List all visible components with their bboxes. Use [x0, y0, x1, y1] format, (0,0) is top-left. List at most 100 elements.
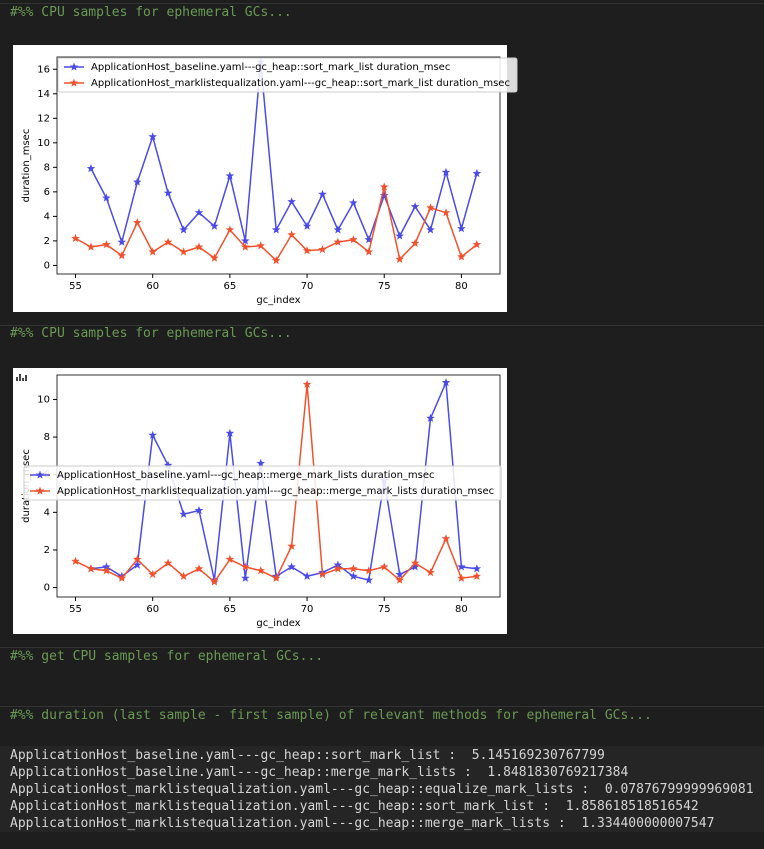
point	[395, 569, 404, 579]
legend	[23, 465, 502, 501]
point	[333, 225, 343, 234]
y-tick-label: 4	[44, 211, 50, 222]
series-line	[90, 382, 477, 582]
point	[133, 560, 142, 569]
point	[395, 231, 404, 240]
cell-header[interactable]: #%% get CPU samples for ephemeral GCs...	[10, 649, 324, 664]
point	[256, 241, 265, 250]
separator	[0, 325, 764, 326]
point	[133, 218, 142, 227]
point	[364, 235, 374, 244]
x-tick-label: 75	[378, 604, 391, 615]
legend-marker	[69, 62, 79, 71]
y-tick-label: 10	[37, 394, 50, 405]
chart-background	[13, 368, 507, 634]
point	[163, 188, 173, 197]
point	[133, 554, 142, 563]
point	[318, 189, 327, 198]
point	[133, 177, 142, 186]
legend-marker	[35, 486, 45, 495]
point	[472, 571, 482, 580]
y-tick-label: 2	[44, 236, 50, 247]
point	[380, 182, 389, 191]
point	[318, 245, 327, 254]
output-line: ApplicationHost_marklistequalization.yam…	[10, 799, 699, 814]
legend-label: ApplicationHost_baseline.yaml---gc_heap:…	[57, 470, 435, 481]
point	[148, 247, 157, 256]
point	[271, 256, 281, 265]
point	[256, 458, 265, 468]
point	[441, 534, 451, 543]
legend-label: ApplicationHost_marklistequalization.yam…	[57, 486, 494, 497]
legend-marker	[69, 78, 79, 87]
x-tick-label: 80	[455, 604, 468, 615]
y-tick-label: 12	[37, 113, 50, 124]
y-tick-label: 10	[37, 138, 50, 149]
point	[426, 225, 435, 234]
y-tick-label: 0	[44, 583, 50, 594]
y-tick-label: 2	[44, 545, 50, 556]
point	[102, 566, 111, 575]
toolbar-icon	[19, 374, 21, 381]
point	[102, 240, 111, 249]
point	[71, 556, 80, 565]
point	[302, 379, 312, 388]
point	[457, 573, 466, 582]
y-tick-label: 6	[44, 187, 50, 198]
point	[395, 254, 404, 263]
point	[256, 566, 265, 575]
x-axis-label: gc_index	[256, 295, 300, 306]
point	[241, 236, 250, 245]
point	[349, 235, 358, 244]
point	[333, 564, 343, 573]
output-line: ApplicationHost_baseline.yaml---gc_heap:…	[10, 748, 605, 763]
point	[287, 541, 296, 550]
legend-marker	[35, 470, 45, 479]
point	[179, 571, 188, 580]
x-tick-label: 65	[224, 281, 237, 292]
cell-header[interactable]: #%% CPU samples for ephemeral GCs...	[10, 326, 292, 341]
point	[179, 225, 188, 234]
cell-header[interactable]: #%% duration (last sample - first sample…	[10, 708, 652, 723]
output-text: ApplicationHost_baseline.yaml---gc_heap:…	[0, 746, 764, 832]
point	[194, 242, 204, 251]
point	[117, 573, 127, 582]
point	[241, 562, 250, 571]
point	[380, 562, 389, 571]
x-tick-label: 80	[455, 281, 468, 292]
point	[179, 247, 188, 256]
toolbar-icon	[22, 378, 24, 381]
x-axis-label: gc_index	[256, 618, 300, 629]
point	[318, 569, 327, 579]
legend	[57, 57, 518, 93]
legend-label: ApplicationHost_baseline.yaml---gc_heap:…	[91, 62, 450, 73]
toolbar-icon	[25, 375, 27, 381]
point	[380, 191, 389, 200]
point	[441, 208, 451, 217]
output-line: ApplicationHost_baseline.yaml---gc_heap:…	[10, 765, 629, 780]
y-axis-label: duration_msec	[21, 129, 32, 203]
point	[210, 221, 219, 230]
point	[441, 378, 451, 387]
cell-header[interactable]: #%% CPU samples for ephemeral GCs...	[10, 5, 292, 20]
point	[441, 167, 451, 176]
point	[410, 202, 420, 211]
point	[349, 571, 358, 580]
series-line	[90, 61, 478, 245]
point	[302, 571, 312, 580]
y-tick-label: 14	[37, 89, 50, 100]
output-line: ApplicationHost_marklistequalization.yam…	[10, 816, 715, 831]
point	[225, 428, 235, 437]
point	[225, 554, 235, 563]
x-tick-label: 75	[378, 281, 391, 292]
point	[457, 252, 466, 261]
point	[287, 197, 296, 206]
point	[271, 573, 281, 582]
point	[410, 558, 420, 567]
point	[426, 568, 435, 577]
chart: 5560657075800246810gc_indexduration_msec…	[13, 368, 507, 634]
point	[302, 221, 312, 230]
point	[163, 558, 173, 567]
point	[426, 413, 435, 422]
